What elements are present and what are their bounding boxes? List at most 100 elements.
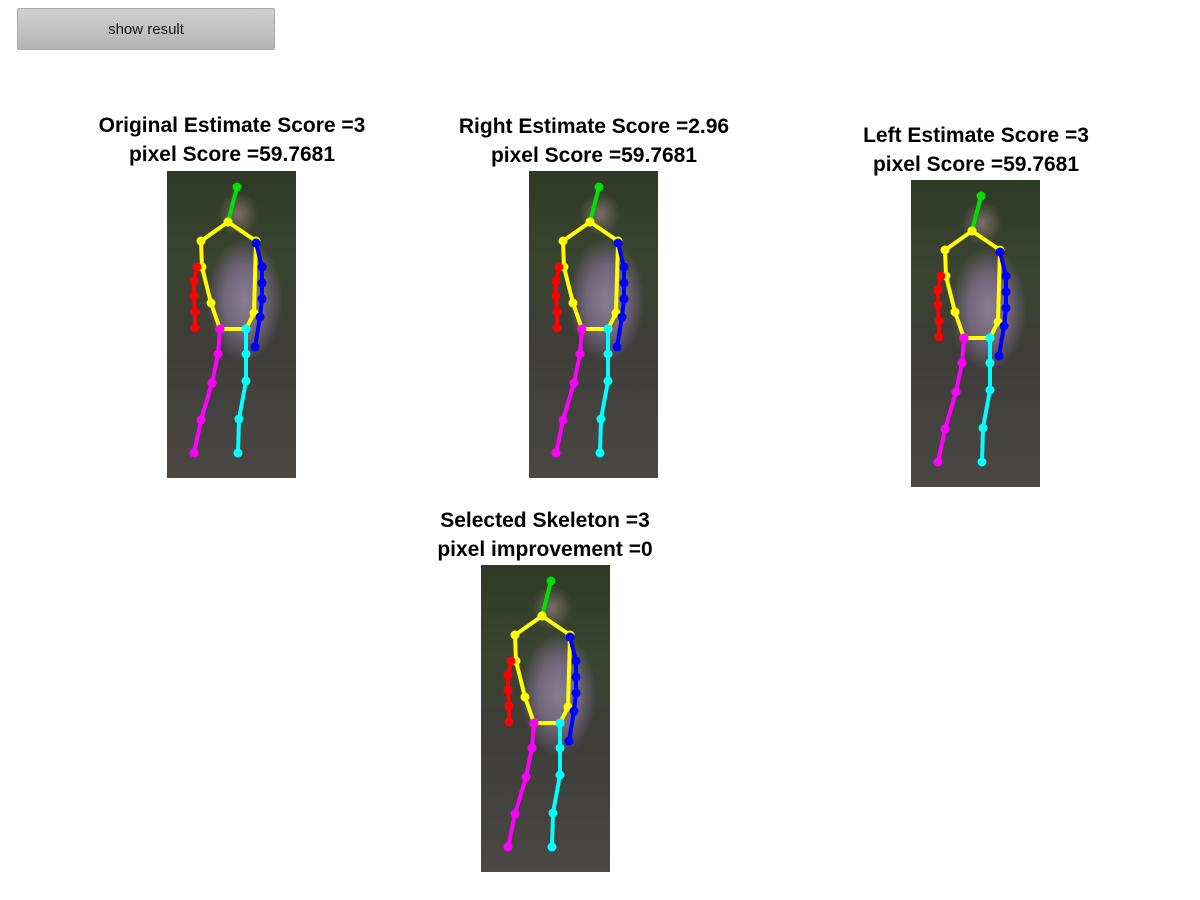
original-estimate-caption: Original Estimate Score =3 pixel Score =… bbox=[42, 111, 422, 169]
joint-marker bbox=[603, 376, 613, 386]
selected-skeleton-image bbox=[481, 565, 610, 872]
skeleton-overlay bbox=[551, 182, 629, 458]
joint-marker bbox=[595, 448, 605, 458]
right-arm-segment bbox=[933, 271, 946, 342]
joint-marker bbox=[504, 717, 514, 727]
joint-marker bbox=[241, 324, 251, 334]
joint-marker bbox=[213, 349, 223, 359]
right-pixel-score: pixel Score =59.7681 bbox=[490, 144, 698, 167]
skeleton-overlay bbox=[503, 576, 581, 852]
joint-marker bbox=[978, 423, 988, 433]
joint-marker bbox=[257, 278, 267, 288]
joint-marker bbox=[940, 245, 950, 255]
joint-marker bbox=[619, 294, 629, 304]
pixel-improvement: pixel improvement =0 bbox=[437, 538, 653, 561]
joint-marker bbox=[234, 414, 244, 424]
joint-marker bbox=[555, 770, 565, 780]
left-pixel-score: pixel Score =59.7681 bbox=[872, 153, 1080, 176]
joint-marker bbox=[251, 238, 261, 248]
left-arm-segment bbox=[994, 247, 1011, 361]
joint-marker bbox=[555, 743, 565, 753]
joint-marker bbox=[527, 743, 537, 753]
skeleton-overlay bbox=[189, 182, 267, 458]
joint-marker bbox=[571, 688, 581, 698]
joint-marker bbox=[241, 349, 251, 359]
joint-marker bbox=[994, 351, 1004, 361]
joint-marker bbox=[967, 226, 977, 236]
joint-marker bbox=[548, 808, 558, 818]
joint-marker bbox=[189, 448, 199, 458]
joint-marker bbox=[1001, 303, 1011, 313]
joint-marker bbox=[951, 387, 961, 397]
right-leg-segment bbox=[551, 324, 587, 458]
joint-marker bbox=[619, 278, 629, 288]
joint-marker bbox=[933, 457, 943, 467]
left-arm-segment bbox=[564, 632, 581, 746]
joint-marker bbox=[959, 333, 969, 343]
joint-marker bbox=[1001, 287, 1011, 297]
original-estimate-score: Original Estimate Score =3 bbox=[98, 114, 366, 137]
torso-segment bbox=[510, 611, 575, 728]
joint-marker bbox=[558, 236, 568, 246]
joint-marker bbox=[521, 772, 531, 782]
right-leg-segment bbox=[503, 718, 539, 852]
joint-marker bbox=[503, 685, 513, 695]
selected-skeleton-score: Selected Skeleton =3 bbox=[440, 509, 650, 532]
joint-marker bbox=[1001, 271, 1011, 281]
show-result-button[interactable]: show result bbox=[17, 8, 275, 50]
right-estimate-image bbox=[529, 171, 658, 478]
joint-marker bbox=[569, 706, 579, 716]
joint-marker bbox=[192, 262, 202, 272]
right-leg-segment bbox=[933, 333, 969, 467]
left-leg-segment bbox=[977, 333, 995, 467]
joint-marker bbox=[503, 670, 513, 680]
left-leg-segment bbox=[233, 324, 251, 458]
left-arm-segment bbox=[612, 238, 629, 352]
joint-marker bbox=[940, 424, 950, 434]
joint-marker bbox=[207, 378, 217, 388]
joint-marker bbox=[206, 298, 216, 308]
joint-marker bbox=[936, 271, 946, 281]
joint-marker bbox=[504, 701, 514, 711]
joint-marker bbox=[603, 349, 613, 359]
joint-marker bbox=[190, 323, 200, 333]
joint-marker bbox=[950, 307, 960, 317]
joint-marker bbox=[985, 385, 995, 395]
joint-marker bbox=[554, 262, 564, 272]
joint-marker bbox=[569, 378, 579, 388]
torso-segment bbox=[558, 217, 623, 334]
left-estimate-score: Left Estimate Score =3 bbox=[863, 124, 1089, 147]
joint-marker bbox=[255, 312, 265, 322]
joint-marker bbox=[985, 358, 995, 368]
joint-marker bbox=[933, 300, 943, 310]
torso-segment bbox=[940, 226, 1005, 343]
joint-marker bbox=[241, 376, 251, 386]
joint-marker bbox=[617, 312, 627, 322]
joint-marker bbox=[537, 611, 547, 621]
joint-marker bbox=[977, 457, 987, 467]
original-estimate-image bbox=[167, 171, 296, 478]
right-arm-segment bbox=[503, 656, 516, 727]
joint-marker bbox=[257, 262, 267, 272]
joint-marker bbox=[551, 276, 561, 286]
joint-marker bbox=[503, 842, 513, 852]
joint-marker bbox=[575, 349, 585, 359]
joint-marker bbox=[565, 632, 575, 642]
joint-marker bbox=[223, 217, 233, 227]
selected-skeleton-caption: Selected Skeleton =3 pixel improvement =… bbox=[355, 506, 735, 564]
joint-marker bbox=[529, 718, 539, 728]
joint-marker bbox=[577, 324, 587, 334]
right-leg-segment bbox=[189, 324, 225, 458]
joint-marker bbox=[999, 321, 1009, 331]
joint-marker bbox=[551, 291, 561, 301]
joint-marker bbox=[985, 333, 995, 343]
joint-marker bbox=[594, 182, 604, 192]
joint-marker bbox=[571, 672, 581, 682]
joint-marker bbox=[510, 809, 520, 819]
left-leg-segment bbox=[595, 324, 613, 458]
joint-marker bbox=[555, 718, 565, 728]
joint-marker bbox=[934, 316, 944, 326]
joint-marker bbox=[215, 324, 225, 334]
joint-marker bbox=[995, 247, 1005, 257]
joint-marker bbox=[571, 656, 581, 666]
